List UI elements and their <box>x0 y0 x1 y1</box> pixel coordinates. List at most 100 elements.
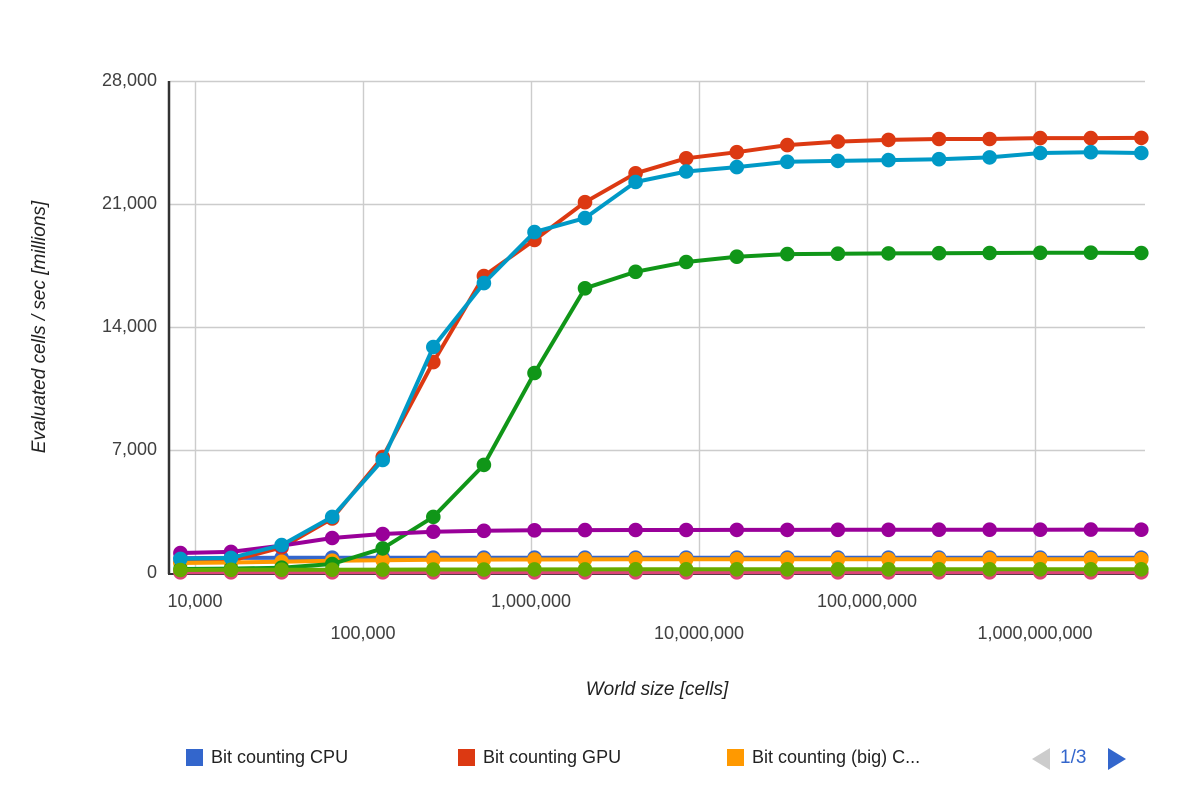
data-point-series-4[interactable] <box>426 524 441 539</box>
data-point-series-5[interactable] <box>931 151 947 167</box>
data-point-series-2[interactable] <box>1083 551 1099 567</box>
data-point-series-3[interactable] <box>628 264 643 280</box>
data-point-series-1[interactable] <box>1134 130 1149 146</box>
data-point-series-1[interactable] <box>780 137 795 153</box>
data-point-series-7[interactable] <box>830 562 846 577</box>
data-point-series-7[interactable] <box>780 562 795 577</box>
data-point-series-2[interactable] <box>780 552 795 567</box>
data-point-series-3[interactable] <box>375 541 391 556</box>
data-point-series-4[interactable] <box>881 522 896 538</box>
data-point-series-4[interactable] <box>375 526 391 542</box>
data-point-series-5[interactable] <box>830 153 846 169</box>
data-point-series-1[interactable] <box>931 131 947 147</box>
data-point-series-5[interactable] <box>324 509 340 525</box>
data-point-series-4[interactable] <box>324 530 340 546</box>
data-point-series-3[interactable] <box>780 246 795 262</box>
data-point-series-7[interactable] <box>426 562 441 577</box>
data-point-series-3[interactable] <box>577 281 593 296</box>
data-point-series-7[interactable] <box>375 562 391 577</box>
data-point-series-3[interactable] <box>426 509 441 525</box>
data-point-series-4[interactable] <box>982 522 997 537</box>
data-point-series-2[interactable] <box>1032 551 1048 567</box>
data-point-series-1[interactable] <box>982 131 997 147</box>
data-point-series-3[interactable] <box>729 249 745 264</box>
data-point-series-4[interactable] <box>527 523 542 538</box>
data-point-series-5[interactable] <box>780 154 795 170</box>
y-tick-label: 28,000 <box>101 70 157 90</box>
data-point-series-5[interactable] <box>881 152 896 168</box>
data-point-series-3[interactable] <box>1032 245 1048 261</box>
data-point-series-7[interactable] <box>982 562 997 577</box>
data-point-series-3[interactable] <box>476 457 492 473</box>
data-point-series-3[interactable] <box>1134 245 1149 261</box>
data-point-series-4[interactable] <box>628 522 643 538</box>
data-point-series-7[interactable] <box>527 562 542 577</box>
data-point-series-7[interactable] <box>1032 562 1048 577</box>
data-point-series-5[interactable] <box>274 537 289 553</box>
data-point-series-4[interactable] <box>1032 522 1048 537</box>
data-point-series-2[interactable] <box>982 551 997 567</box>
data-point-series-4[interactable] <box>476 523 492 539</box>
data-point-series-7[interactable] <box>931 562 947 577</box>
data-point-series-4[interactable] <box>1134 522 1149 537</box>
data-point-series-4[interactable] <box>1083 522 1099 537</box>
data-point-series-5[interactable] <box>729 159 745 175</box>
data-point-series-3[interactable] <box>931 245 947 261</box>
data-point-series-1[interactable] <box>678 151 694 166</box>
data-point-series-2[interactable] <box>931 551 947 567</box>
data-point-series-5[interactable] <box>1134 145 1149 161</box>
data-point-series-5[interactable] <box>628 174 643 190</box>
data-point-series-7[interactable] <box>628 562 643 577</box>
data-point-series-2[interactable] <box>1134 551 1149 567</box>
data-point-series-2[interactable] <box>830 552 846 567</box>
legend-prev-page-arrow-icon[interactable] <box>1032 748 1050 770</box>
data-point-series-1[interactable] <box>881 132 896 148</box>
legend-swatch <box>458 748 475 766</box>
data-point-series-7[interactable] <box>223 562 239 578</box>
data-point-series-5[interactable] <box>223 550 239 566</box>
data-point-series-4[interactable] <box>678 522 694 538</box>
data-point-series-7[interactable] <box>1083 562 1099 577</box>
data-point-series-7[interactable] <box>678 562 694 577</box>
data-point-series-5[interactable] <box>426 339 441 355</box>
data-point-series-4[interactable] <box>931 522 947 537</box>
data-point-series-4[interactable] <box>729 522 745 538</box>
data-point-series-1[interactable] <box>729 144 745 160</box>
data-point-series-3[interactable] <box>830 246 846 261</box>
data-point-series-3[interactable] <box>881 246 896 261</box>
data-point-series-2[interactable] <box>729 552 745 567</box>
data-point-series-1[interactable] <box>1083 130 1099 146</box>
data-point-series-5[interactable] <box>982 150 997 165</box>
data-point-series-1[interactable] <box>577 194 593 210</box>
data-point-series-5[interactable] <box>527 224 542 240</box>
data-point-series-5[interactable] <box>678 164 694 179</box>
data-point-series-1[interactable] <box>1032 130 1048 146</box>
data-point-series-4[interactable] <box>577 522 593 538</box>
data-point-series-4[interactable] <box>830 522 846 538</box>
data-point-series-5[interactable] <box>375 452 391 468</box>
data-point-series-7[interactable] <box>729 562 745 577</box>
data-point-series-7[interactable] <box>476 562 492 577</box>
data-point-series-3[interactable] <box>678 254 694 270</box>
data-point-series-5[interactable] <box>1032 145 1048 161</box>
data-point-series-3[interactable] <box>527 365 542 381</box>
data-point-series-5[interactable] <box>577 210 593 226</box>
data-point-series-1[interactable] <box>830 134 846 149</box>
data-point-series-2[interactable] <box>577 552 593 567</box>
data-point-series-7[interactable] <box>173 562 188 578</box>
data-point-series-5[interactable] <box>476 275 492 291</box>
data-point-series-3[interactable] <box>1083 245 1099 260</box>
data-point-series-7[interactable] <box>274 562 289 577</box>
data-point-series-7[interactable] <box>881 562 896 577</box>
legend-next-page-arrow-icon[interactable] <box>1108 748 1126 770</box>
data-point-series-7[interactable] <box>577 562 593 577</box>
data-point-series-3[interactable] <box>982 245 997 261</box>
data-point-series-7[interactable] <box>324 562 340 577</box>
data-point-series-7[interactable] <box>1134 562 1149 577</box>
data-point-series-2[interactable] <box>628 552 643 567</box>
data-point-series-5[interactable] <box>1083 144 1099 160</box>
data-point-series-5[interactable] <box>173 551 188 567</box>
data-point-series-2[interactable] <box>881 552 896 567</box>
data-point-series-2[interactable] <box>678 552 694 567</box>
data-point-series-4[interactable] <box>780 522 795 538</box>
